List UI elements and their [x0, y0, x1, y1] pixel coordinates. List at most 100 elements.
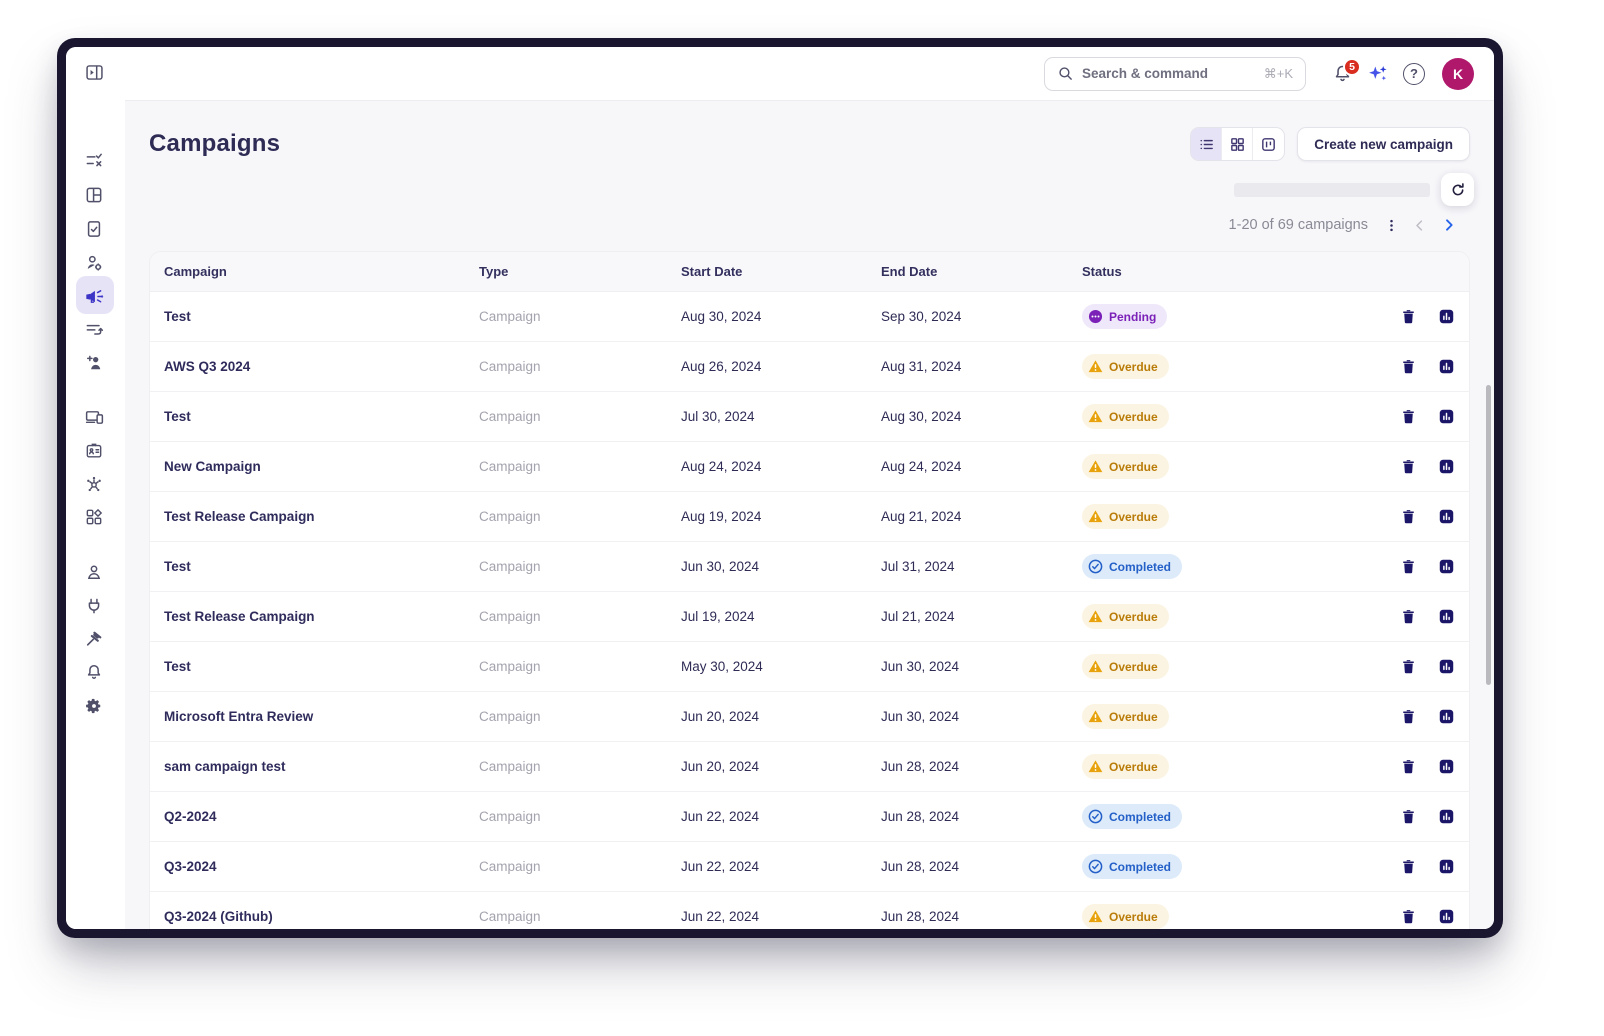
trash-icon	[1403, 560, 1414, 574]
settings-icon[interactable]	[83, 695, 105, 717]
app-surface: Search & command ⌘+K 5 ? K Campaigns	[66, 47, 1494, 929]
delete-campaign-button[interactable]	[1400, 508, 1417, 525]
campaign-report-button[interactable]	[1438, 308, 1455, 325]
identity-admin-icon[interactable]	[83, 252, 105, 274]
campaign-end-date: Aug 24, 2024	[881, 459, 962, 474]
table-row[interactable]: Test Release Campaign Campaign Aug 19, 2…	[150, 492, 1469, 542]
campaign-start-date: Aug 24, 2024	[681, 459, 762, 474]
ai-assistant-button[interactable]	[1362, 57, 1394, 91]
delete-campaign-button[interactable]	[1400, 408, 1417, 425]
table-row[interactable]: Q2-2024 Campaign Jun 22, 2024 Jun 28, 20…	[150, 792, 1469, 842]
vertical-scrollbar[interactable]	[1486, 385, 1491, 685]
chevron-right-icon	[1446, 219, 1453, 231]
table-row[interactable]: Q3-2024 (Github) Campaign Jun 22, 2024 J…	[150, 892, 1469, 929]
campaign-type: Campaign	[479, 409, 541, 424]
id-badge-icon[interactable]	[83, 440, 105, 462]
campaign-end-date: Aug 31, 2024	[881, 359, 962, 374]
delete-campaign-button[interactable]	[1400, 608, 1417, 625]
campaigns-icon[interactable]	[83, 285, 105, 307]
table-row[interactable]: Microsoft Entra Review Campaign Jun 20, …	[150, 692, 1469, 742]
campaign-report-button[interactable]	[1438, 358, 1455, 375]
campaign-report-button[interactable]	[1438, 558, 1455, 575]
table-row[interactable]: Test Release Campaign Campaign Jul 19, 2…	[150, 592, 1469, 642]
table-row[interactable]: Test Campaign Jun 30, 2024 Jul 31, 2024 …	[150, 542, 1469, 592]
profile-icon[interactable]	[83, 561, 105, 583]
gavel-icon[interactable]	[83, 628, 105, 650]
warning-triangle-icon	[1088, 609, 1103, 624]
warning-triangle-icon	[1088, 359, 1103, 374]
help-button[interactable]: ?	[1398, 57, 1430, 91]
campaign-report-button[interactable]	[1438, 458, 1455, 475]
delete-campaign-button[interactable]	[1400, 758, 1417, 775]
invite-user-icon[interactable]	[83, 352, 105, 374]
bar-chart-icon	[1439, 509, 1454, 524]
campaign-report-button[interactable]	[1438, 758, 1455, 775]
next-page-button[interactable]	[1434, 213, 1464, 237]
campaign-report-button[interactable]	[1438, 858, 1455, 875]
request-flows-icon[interactable]	[83, 318, 105, 340]
table-row[interactable]: AWS Q3 2024 Campaign Aug 26, 2024 Aug 31…	[150, 342, 1469, 392]
delete-campaign-button[interactable]	[1400, 308, 1417, 325]
campaign-start-date: Aug 30, 2024	[681, 309, 762, 324]
campaign-report-button[interactable]	[1438, 708, 1455, 725]
pagination-menu-button[interactable]	[1378, 213, 1404, 237]
notifications-bell-button[interactable]: 5	[1326, 57, 1361, 91]
campaign-report-button[interactable]	[1438, 908, 1455, 925]
avatar[interactable]: K	[1442, 57, 1474, 90]
campaign-report-button[interactable]	[1438, 608, 1455, 625]
apps-grid-icon[interactable]	[83, 506, 105, 528]
grid-view-button[interactable]	[1222, 128, 1254, 160]
campaign-report-button[interactable]	[1438, 808, 1455, 825]
campaign-name: Q3-2024	[164, 859, 217, 874]
dashboard-icon[interactable]	[83, 184, 105, 206]
table-row[interactable]: Test Campaign Jul 30, 2024 Aug 30, 2024 …	[150, 392, 1469, 442]
campaign-name: Test Release Campaign	[164, 609, 315, 624]
campaign-name: Test	[164, 559, 191, 574]
delete-campaign-button[interactable]	[1400, 808, 1417, 825]
trash-icon	[1403, 410, 1414, 424]
delete-campaign-button[interactable]	[1400, 858, 1417, 875]
campaign-name: Test Release Campaign	[164, 509, 315, 524]
delete-campaign-button[interactable]	[1400, 708, 1417, 725]
delete-campaign-button[interactable]	[1400, 908, 1417, 925]
campaign-report-button[interactable]	[1438, 508, 1455, 525]
table-row[interactable]: Test Campaign Aug 30, 2024 Sep 30, 2024 …	[150, 292, 1469, 342]
kanban-view-button[interactable]	[1253, 128, 1284, 160]
campaign-name: Test	[164, 409, 191, 424]
connector-plug-icon[interactable]	[83, 595, 105, 617]
refresh-button[interactable]	[1441, 173, 1474, 206]
table-row[interactable]: Q3-2024 Campaign Jun 22, 2024 Jun 28, 20…	[150, 842, 1469, 892]
create-campaign-button[interactable]: Create new campaign	[1297, 127, 1470, 161]
delete-campaign-button[interactable]	[1400, 658, 1417, 675]
bar-chart-icon	[1439, 309, 1454, 324]
previous-page-button[interactable]	[1404, 213, 1434, 237]
list-view-button[interactable]	[1191, 128, 1223, 160]
delete-campaign-button[interactable]	[1400, 458, 1417, 475]
table-row[interactable]: New Campaign Campaign Aug 24, 2024 Aug 2…	[150, 442, 1469, 492]
check-circle-icon	[1088, 809, 1103, 824]
campaign-name: Test	[164, 309, 191, 324]
panel-toggle-icon[interactable]	[83, 61, 105, 83]
campaign-report-button[interactable]	[1438, 658, 1455, 675]
campaign-name: Test	[164, 659, 191, 674]
status-badge: Overdue	[1082, 704, 1169, 729]
campaign-report-button[interactable]	[1438, 408, 1455, 425]
trash-icon	[1403, 510, 1414, 524]
campaign-end-date: Jun 28, 2024	[881, 909, 960, 924]
refresh-icon	[1452, 182, 1464, 195]
campaign-start-date: Jun 22, 2024	[681, 809, 760, 824]
access-reviews-icon[interactable]	[83, 150, 105, 172]
policy-doc-icon[interactable]	[83, 218, 105, 240]
delete-campaign-button[interactable]	[1400, 558, 1417, 575]
integrations-hub-icon[interactable]	[83, 473, 105, 495]
notification-count-badge: 5	[1343, 57, 1361, 76]
table-row[interactable]: sam campaign test Campaign Jun 20, 2024 …	[150, 742, 1469, 792]
bar-chart-icon	[1439, 409, 1454, 424]
search-input[interactable]: Search & command ⌘+K	[1044, 56, 1306, 91]
table-row[interactable]: Test Campaign May 30, 2024 Jun 30, 2024 …	[150, 642, 1469, 692]
campaign-start-date: Aug 19, 2024	[681, 509, 762, 524]
notifications-icon[interactable]	[83, 661, 105, 683]
delete-campaign-button[interactable]	[1400, 358, 1417, 375]
column-header-status: Status	[1082, 264, 1122, 279]
devices-icon[interactable]	[83, 406, 105, 428]
